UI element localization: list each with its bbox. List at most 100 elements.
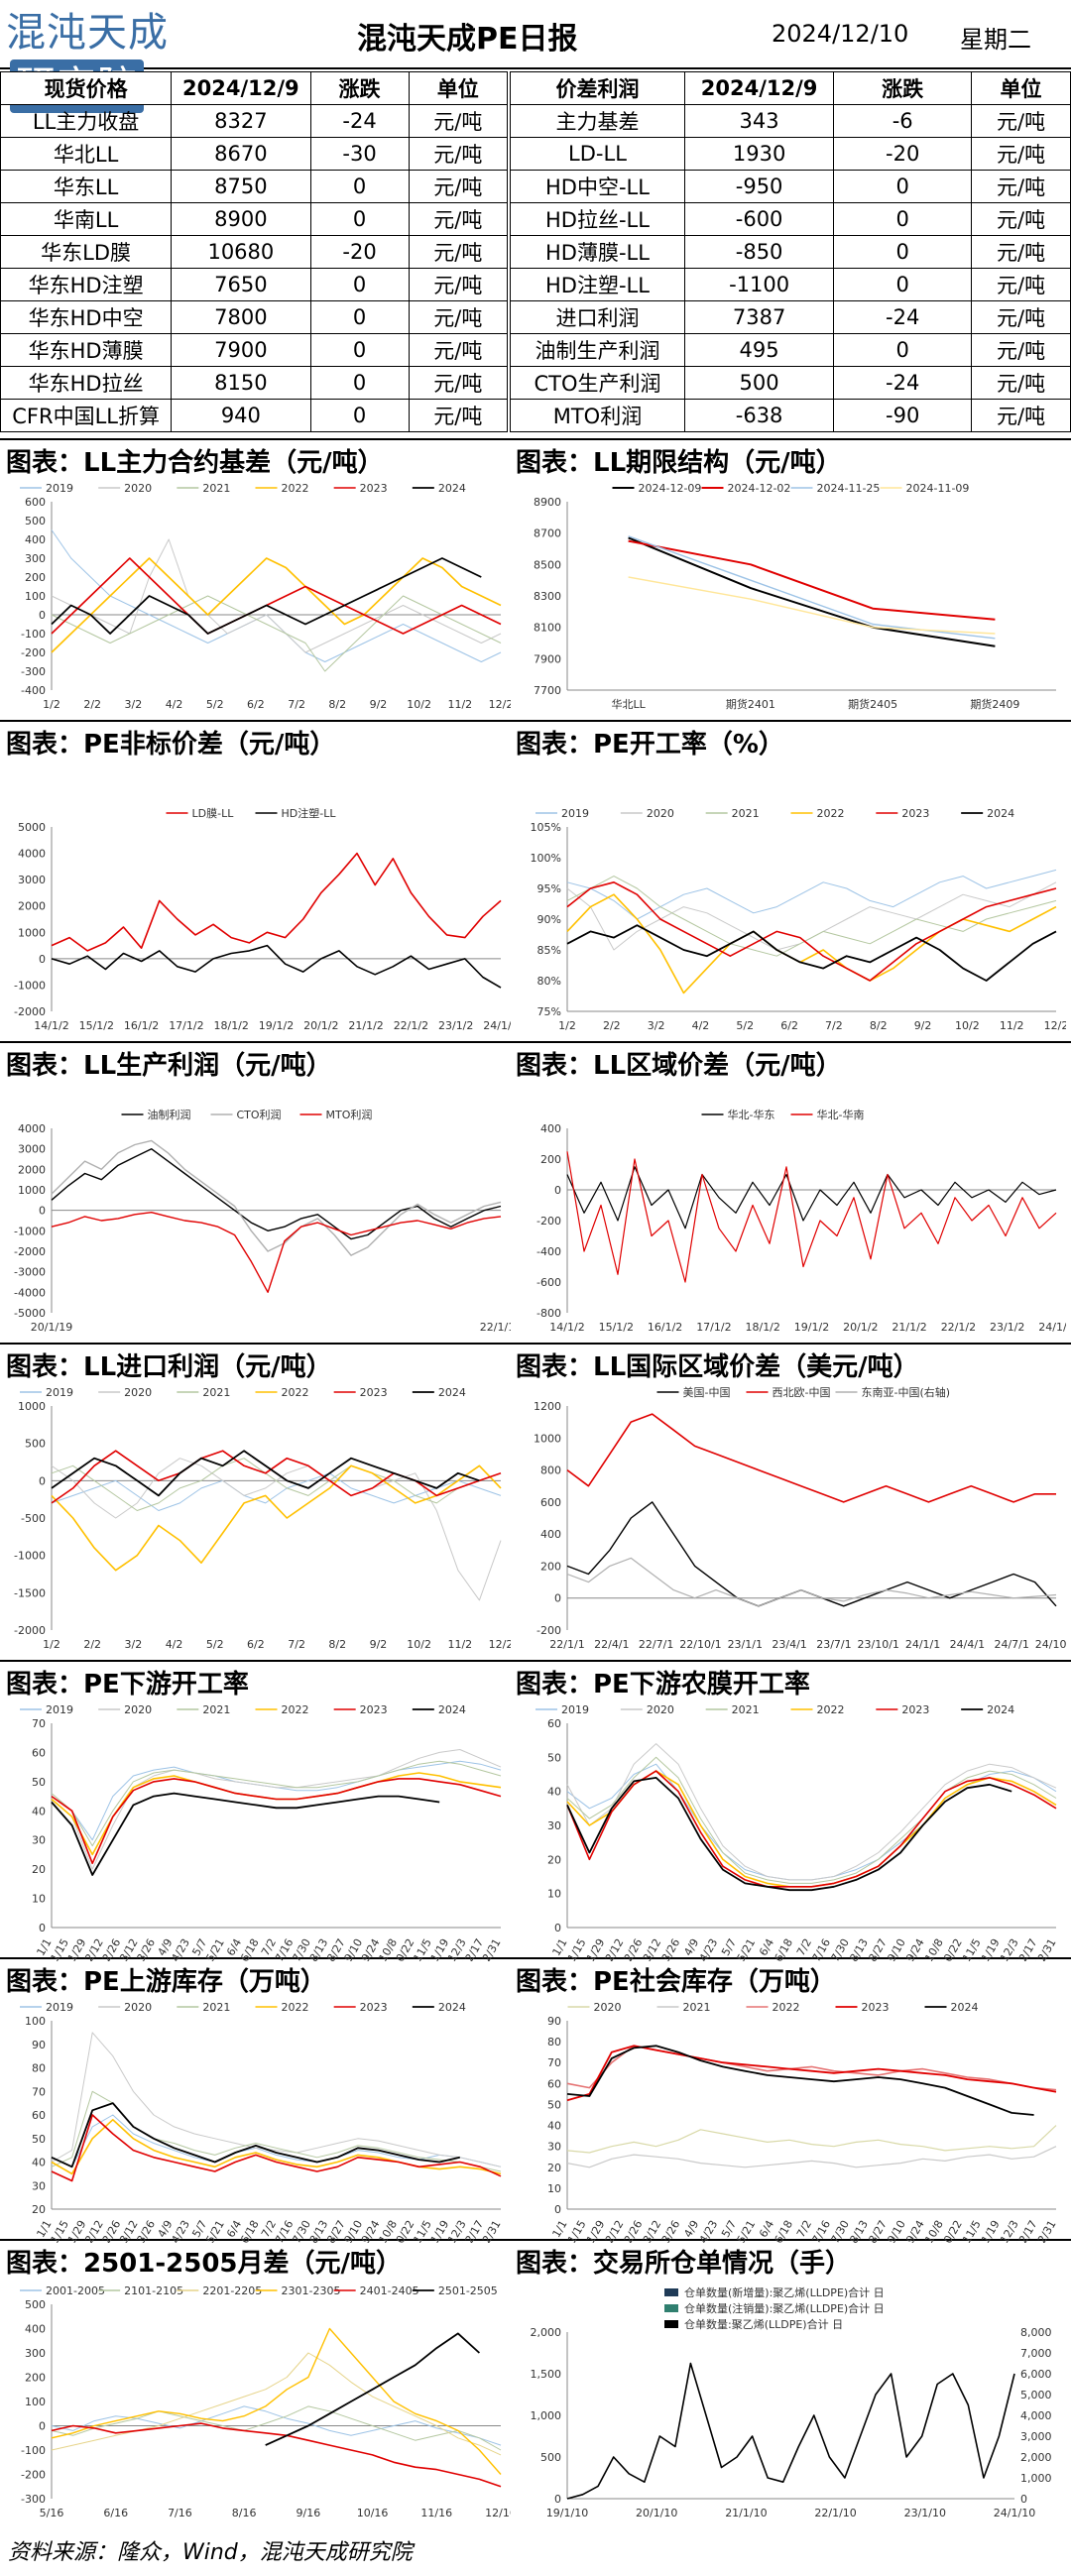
- x-tick-label: 11/2: [1000, 1019, 1024, 1032]
- x-tick-label: 5/2: [206, 1638, 224, 1651]
- table-cell: 华北LL: [0, 137, 173, 171]
- series-line: [566, 881, 1057, 982]
- table-cell: 10680: [171, 235, 311, 269]
- legend-label: 2022: [282, 482, 309, 495]
- x-tick-label: 期货2401: [726, 697, 775, 711]
- table-cell: 343: [683, 104, 835, 138]
- table-cell: 元/吨: [971, 235, 1071, 269]
- y-tick-label: 1000: [18, 926, 46, 939]
- table-header-cell: 价差利润: [510, 71, 685, 105]
- y-tick-label: 60: [547, 2077, 561, 2090]
- x-tick-label: 23/4/1: [772, 1638, 806, 1651]
- table-cell: CFR中国LL折算: [0, 399, 173, 432]
- y-tick-label: 0: [39, 2420, 46, 2433]
- y-tick-label: -1000: [14, 979, 46, 992]
- y-tick-label: 5000: [18, 821, 46, 834]
- x-tick-label: 5/21: [735, 1936, 759, 1961]
- x-tick-label: 9/16: [297, 2507, 321, 2519]
- series-line: [51, 1139, 502, 1256]
- table-cell: MTO利润: [510, 399, 685, 432]
- y-tick-label: 50: [547, 1751, 561, 1764]
- legend-label: 2023: [901, 1703, 929, 1716]
- table-row: 华东LL 8750 0 元/吨: [0, 170, 509, 203]
- x-tick-label: 16/1/2: [124, 1019, 159, 1032]
- table-cell: 华东LL: [0, 170, 173, 203]
- table-row: HD薄膜-LL -850 0 元/吨: [510, 235, 1071, 269]
- y-tick-label: 1000: [18, 1400, 46, 1413]
- y-tick-label: 0: [39, 609, 46, 622]
- series-line: [51, 557, 502, 653]
- legend-label: 东南亚-中国(右轴): [862, 1385, 951, 1399]
- x-tick-label: 8/16: [232, 2507, 257, 2519]
- y-tick-label: 0: [39, 1922, 46, 1934]
- series-line: [566, 1166, 1057, 1229]
- y-tick-label: 30: [32, 2179, 46, 2192]
- y-tick-label: 70: [547, 2056, 561, 2069]
- y-tick-label: -100: [21, 628, 46, 641]
- table-cell: -600: [683, 202, 835, 236]
- table-cell: 油制生产利润: [510, 333, 685, 367]
- series-line: [628, 539, 996, 621]
- x-tick-label: 1/2: [43, 698, 60, 711]
- y-tick-label: 500: [25, 2298, 46, 2311]
- y-tick-label: 8700: [534, 527, 561, 540]
- legend-label: 2024: [987, 1703, 1014, 1716]
- spot-price-table: 现货价格 2024/12/9 涨跌 单位 LL主力收盘 8327 -24 元/吨 华北LL 867…: [0, 71, 509, 432]
- y-tick-label: 50: [32, 2133, 46, 2146]
- x-tick-label: 16/1/2: [648, 1321, 682, 1334]
- y-tick-label: -500: [21, 1512, 46, 1525]
- chart-section-title: 图表：LL生产利润（元/吨）: [6, 1051, 332, 1081]
- x-tick-label: 3/26: [659, 1936, 683, 1961]
- legend-label: 2020: [647, 1703, 674, 1716]
- x-tick-label: 22/1/1: [549, 1638, 584, 1651]
- table-cell: -90: [833, 399, 973, 432]
- x-tick-label: 12/2: [1044, 1019, 1066, 1032]
- series-line: [628, 536, 996, 647]
- table-cell: 495: [683, 333, 835, 367]
- series-line: [51, 1458, 502, 1601]
- chart-legend: 2019 2020 2021 2022 2023 2024: [20, 1703, 466, 1716]
- y-tick-label: 40: [547, 1786, 561, 1799]
- table-cell: 0: [309, 170, 410, 203]
- table-cell: HD拉丝-LL: [510, 202, 685, 236]
- chart-section-title: 图表：LL进口利润（元/吨）: [6, 1352, 332, 1382]
- table-header-cell: 现货价格: [0, 71, 173, 105]
- legend-label: 仓单数量(新增量):聚乙烯(LLDPE)合计 日: [684, 2285, 885, 2299]
- x-tick-label: 10/2: [407, 698, 431, 711]
- series-line: [51, 2422, 502, 2488]
- table-header-cell: 单位: [408, 71, 509, 105]
- x-tick-label: 4/23: [697, 2218, 721, 2243]
- x-tick-label: 18/1/2: [213, 1019, 248, 1032]
- series-line: [51, 944, 502, 989]
- x-tick-label: 12/2: [489, 1638, 511, 1651]
- legend-label: 油制利润: [148, 1108, 191, 1121]
- table-cell: 0: [309, 399, 410, 432]
- table-cell: 0: [833, 170, 973, 203]
- legend-label: 2024-11-25: [817, 482, 881, 495]
- x-tick-label: 3/2: [125, 698, 143, 711]
- table-cell: 8750: [171, 170, 311, 203]
- series-line: [566, 2045, 1034, 2116]
- legend-label: 2020: [124, 1703, 152, 1716]
- table-cell: 元/吨: [971, 104, 1071, 138]
- x-tick-label: 6/2: [247, 698, 265, 711]
- table-cell: 8670: [171, 137, 311, 171]
- table-cell: 元/吨: [971, 333, 1071, 367]
- y-tick-label: -5000: [14, 1307, 46, 1320]
- x-tick-label: 5/16: [40, 2507, 64, 2519]
- y-tick-label: -600: [536, 1276, 561, 1289]
- y-tick-label: 60: [547, 1717, 561, 1730]
- y-tick-label: 100: [25, 590, 46, 603]
- x-tick-label: 7/2: [825, 1019, 843, 1032]
- x-tick-label: 期货2409: [970, 697, 1019, 711]
- x-tick-label: 23/7/1: [816, 1638, 851, 1651]
- table-cell: 0: [309, 300, 410, 334]
- x-tick-label: 22/1/19: [480, 1321, 511, 1334]
- series-line: [51, 1212, 502, 1293]
- y-tick-label: 2,000: [531, 2326, 562, 2339]
- table-cell: 元/吨: [408, 202, 509, 236]
- y-tick-label: 500: [540, 2451, 561, 2464]
- legend-label: 2022: [817, 1703, 845, 1716]
- series-line: [51, 1778, 502, 1865]
- y-tick-label: 0: [554, 1592, 561, 1605]
